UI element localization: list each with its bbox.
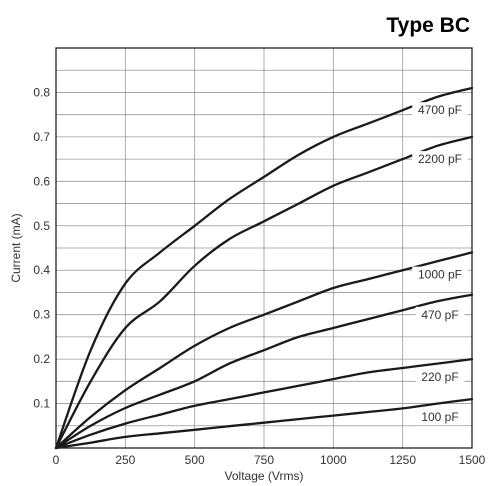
series-line <box>54 293 474 450</box>
x-tick-label: 0 <box>53 453 60 467</box>
series-line <box>54 135 474 450</box>
series-label-bg <box>415 409 465 426</box>
series-line <box>54 251 474 450</box>
x-axis-label: Voltage (Vrms) <box>225 469 304 483</box>
y-tick-label: 0.5 <box>33 219 50 233</box>
series-label: 1000 pF <box>418 268 462 282</box>
y-tick-label: 0.7 <box>33 130 50 144</box>
y-tick-label: 0.4 <box>33 263 50 277</box>
y-tick-label: 0.2 <box>33 352 50 366</box>
series-group <box>54 86 474 450</box>
y-axis-label: Current (mA) <box>9 213 23 282</box>
x-tick-label: 1500 <box>459 453 486 467</box>
y-tick-label: 0.6 <box>33 174 50 188</box>
series-line <box>54 86 474 450</box>
series-label-bg <box>415 369 465 386</box>
y-tick-label: 0.8 <box>33 85 50 99</box>
plot-frame <box>55 47 473 449</box>
tick-labels: 0 250 500 750 1000 1250 1500 0.1 0.2 0.3 0.4 0.5 0.6… <box>33 85 485 467</box>
x-tick-label: 750 <box>254 453 274 467</box>
x-tick-label: 250 <box>115 453 135 467</box>
series-line <box>54 357 474 450</box>
series-label: 4700 pF <box>418 103 462 117</box>
series-label: 2200 pF <box>418 152 462 166</box>
series-label-bg <box>415 306 465 323</box>
series-label: 470 pF <box>421 308 458 322</box>
x-tick-label: 1000 <box>320 453 347 467</box>
series-label: 100 pF <box>421 410 458 424</box>
y-tick-label: 0.3 <box>33 308 50 322</box>
y-tick-label: 0.1 <box>33 397 50 411</box>
series-label-bg <box>412 151 468 168</box>
series-labels: 4700 pF 2200 pF 1000 pF 470 pF 220 pF 100 pF <box>412 102 468 426</box>
x-tick-label: 1250 <box>389 453 416 467</box>
chart-title: Type BC <box>386 14 470 37</box>
series-label-bg <box>412 266 468 283</box>
x-tick-label: 500 <box>185 453 205 467</box>
series-label-bg <box>412 102 468 119</box>
series-label: 220 pF <box>421 370 458 384</box>
series-line <box>54 397 474 450</box>
